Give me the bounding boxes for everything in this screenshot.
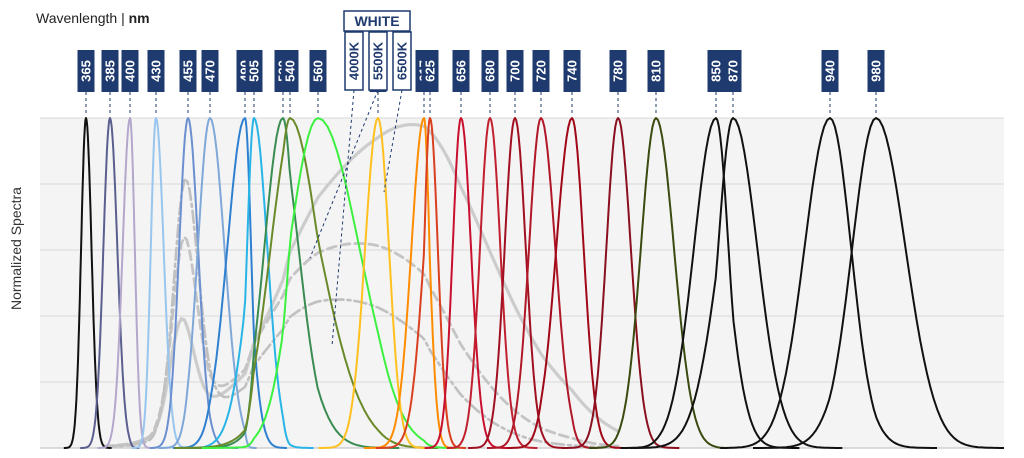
- series-label-810: 810: [649, 60, 664, 82]
- series-line-430: [131, 117, 191, 449]
- label-box-5500K: [368, 31, 388, 91]
- series-line-560: [201, 117, 459, 449]
- label-box-810: [647, 50, 665, 92]
- label-box-455: [179, 50, 197, 92]
- series-label-365: 365: [79, 60, 94, 82]
- leader-line-5500K: [309, 89, 379, 259]
- wavelength-header: Wavenlength | nm: [36, 10, 150, 26]
- label-box-400: [121, 50, 139, 92]
- label-box-700: [506, 50, 524, 92]
- label-box-505: [245, 50, 263, 92]
- series-label-385: 385: [103, 60, 118, 82]
- series-label-680: 680: [483, 60, 498, 82]
- series-label-455: 455: [181, 60, 196, 82]
- series-label-850: 850: [709, 60, 724, 82]
- label-box-4000K: [344, 31, 364, 91]
- series-line-656: [424, 117, 507, 449]
- series-line-400: [97, 117, 153, 449]
- series-label-470: 470: [203, 60, 218, 82]
- series-label-700: 700: [508, 60, 523, 82]
- series-label-740: 740: [565, 60, 580, 82]
- series-label-780: 780: [611, 60, 626, 82]
- series-line-700: [468, 117, 568, 449]
- series-line-530: [189, 117, 400, 449]
- series-label-720: 720: [534, 60, 549, 82]
- leader-line-6500K: [383, 89, 403, 193]
- label-box-470: [201, 50, 219, 92]
- series-line-680: [446, 117, 538, 449]
- series-line-4000K: [102, 122, 620, 449]
- series-line-980: [753, 117, 1004, 449]
- label-box-430: [147, 50, 165, 92]
- label-box-850: [707, 50, 725, 92]
- label-box-385: [101, 50, 119, 92]
- series-line-810: [589, 117, 728, 449]
- series-line-590: [318, 117, 427, 449]
- series-label-625: 625: [423, 60, 438, 82]
- series-label-4000K: 4000K: [347, 41, 362, 80]
- series-line-455: [149, 117, 239, 449]
- label-box-780: [609, 50, 627, 92]
- wavelength-prefix: Wavenlength |: [36, 10, 129, 26]
- leader-line-4000K: [331, 89, 355, 347]
- label-box-560: [309, 50, 327, 92]
- series-line-490: [173, 117, 288, 449]
- label-box-6500K: [392, 31, 412, 91]
- label-box-720: [532, 50, 550, 92]
- label-box-940: [821, 50, 839, 92]
- series-line-740: [506, 117, 625, 449]
- series-label-560: 560: [311, 60, 326, 82]
- series-line-940: [720, 117, 937, 449]
- series-label-5500K: 5500K: [371, 41, 386, 80]
- series-line-780: [561, 117, 680, 449]
- series-label-400: 400: [123, 60, 138, 82]
- series-line-625: [375, 117, 467, 449]
- series-line-365: [63, 117, 112, 449]
- series-label-980: 980: [869, 60, 884, 82]
- label-box-365: [77, 50, 95, 92]
- white-group-label: WHITE: [354, 13, 399, 29]
- series-label-870: 870: [726, 60, 741, 82]
- series-line-617: [364, 117, 456, 449]
- series-line-850: [620, 117, 800, 449]
- label-box-540: [281, 50, 299, 92]
- series-label-656: 656: [454, 60, 469, 82]
- series-label-430: 430: [149, 60, 164, 82]
- white-group-box: [343, 10, 411, 32]
- label-box-680: [481, 50, 499, 92]
- series-label-505: 505: [247, 60, 262, 82]
- series-label-6500K: 6500K: [395, 41, 410, 80]
- series-label-540: 540: [283, 60, 298, 82]
- series-line-470: [158, 117, 257, 449]
- label-box-740: [563, 50, 581, 92]
- label-box-656: [452, 50, 470, 92]
- series-line-385: [79, 117, 140, 449]
- series-label-940: 940: [823, 60, 838, 82]
- label-box-980: [867, 50, 885, 92]
- series-line-505: [184, 117, 314, 449]
- series-line-870: [629, 117, 843, 449]
- label-box-625: [421, 50, 439, 92]
- label-box-870: [724, 50, 742, 92]
- wavelength-unit: nm: [128, 10, 150, 26]
